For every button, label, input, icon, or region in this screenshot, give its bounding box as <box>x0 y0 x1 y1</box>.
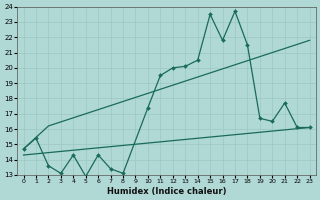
X-axis label: Humidex (Indice chaleur): Humidex (Indice chaleur) <box>107 187 226 196</box>
